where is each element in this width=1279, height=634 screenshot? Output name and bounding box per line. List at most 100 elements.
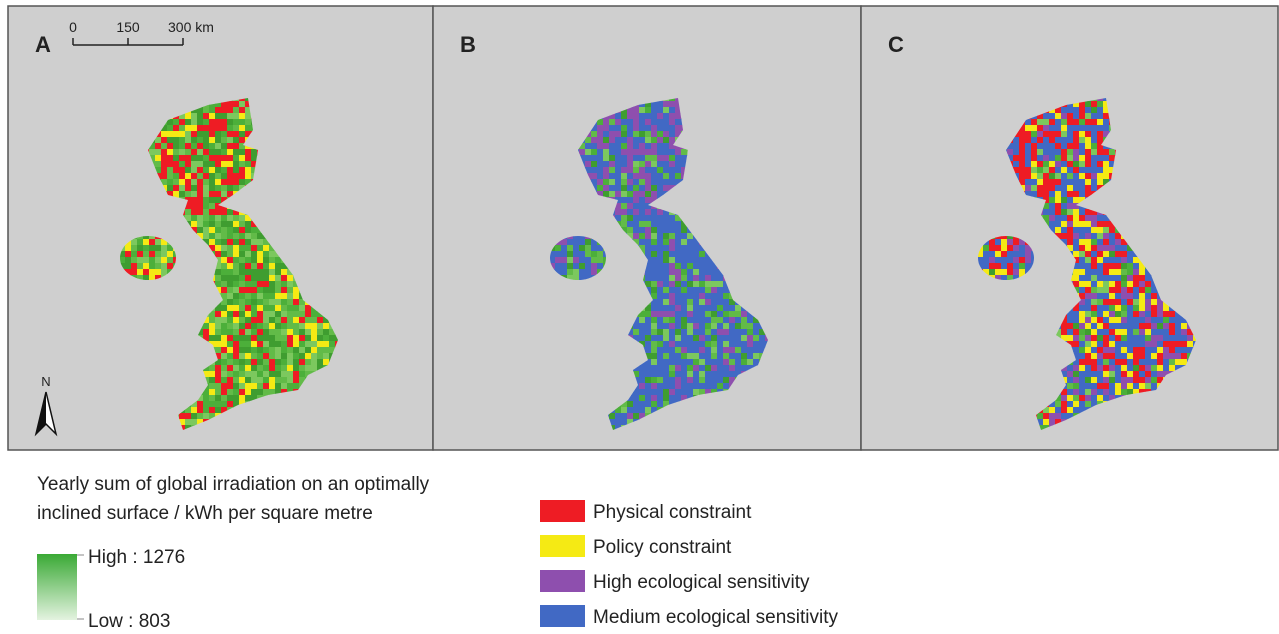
map-cell	[681, 341, 688, 348]
map-cell	[221, 263, 228, 270]
map-cell	[227, 389, 234, 396]
map-cell	[173, 137, 180, 144]
map-cell	[275, 335, 282, 342]
map-cell	[227, 335, 234, 342]
map-cell	[693, 389, 700, 396]
map-cell	[693, 347, 700, 354]
map-cell	[717, 299, 724, 306]
map-cell	[197, 191, 204, 198]
map-cell	[729, 311, 736, 318]
map-cell	[221, 317, 228, 324]
map-cell	[681, 323, 688, 330]
map-cell	[185, 161, 192, 168]
map-cell	[651, 185, 658, 192]
map-cell	[281, 371, 288, 378]
map-cell	[299, 347, 306, 354]
panel-label: B	[460, 32, 476, 57]
map-cell	[1079, 137, 1086, 144]
map-cell	[651, 257, 658, 264]
map-cell	[287, 329, 294, 336]
map-cell	[627, 203, 634, 210]
map-cell	[137, 239, 144, 246]
map-cell	[633, 131, 640, 138]
map-cell	[245, 287, 252, 294]
map-cell	[693, 353, 700, 360]
map-cell	[675, 305, 682, 312]
map-cell	[251, 287, 258, 294]
map-cell	[747, 353, 754, 360]
map-cell	[627, 413, 634, 420]
map-cell	[251, 383, 258, 390]
map-cell	[311, 353, 318, 360]
map-cell	[263, 293, 270, 300]
map-cell	[185, 137, 192, 144]
map-cell	[161, 257, 168, 264]
map-cell	[585, 239, 592, 246]
map-cell	[257, 389, 264, 396]
map-cell	[215, 179, 222, 186]
map-cell	[1025, 149, 1032, 156]
map-cell	[1067, 113, 1074, 120]
map-cell	[669, 347, 676, 354]
map-cell	[209, 149, 216, 156]
map-cell	[687, 371, 694, 378]
map-cell	[209, 323, 216, 330]
map-cell	[747, 329, 754, 336]
map-cell	[651, 179, 658, 186]
map-cell	[591, 131, 598, 138]
map-cell	[1037, 125, 1044, 132]
map-cell	[621, 221, 628, 228]
map-cell	[645, 245, 652, 252]
map-cell	[1037, 143, 1044, 150]
map-cell	[269, 377, 276, 384]
map-cell	[215, 191, 222, 198]
map-cell	[311, 341, 318, 348]
map-cell	[1073, 125, 1080, 132]
map-cell	[675, 269, 682, 276]
map-cell	[687, 269, 694, 276]
map-cell	[275, 371, 282, 378]
map-cell	[615, 413, 622, 420]
map-cell	[305, 317, 312, 324]
map-cell	[179, 413, 186, 420]
map-cell	[705, 323, 712, 330]
map-cell	[591, 257, 598, 264]
map-cell	[281, 329, 288, 336]
map-cell	[621, 179, 628, 186]
map-cell	[233, 263, 240, 270]
map-cell	[305, 347, 312, 354]
map-cell	[209, 389, 216, 396]
map-cell	[639, 155, 646, 162]
map-cell	[633, 323, 640, 330]
map-cell	[669, 311, 676, 318]
map-cell	[657, 221, 664, 228]
map-cell	[567, 269, 574, 276]
map-cell	[639, 203, 646, 210]
map-cell	[245, 233, 252, 240]
map-cell	[663, 137, 670, 144]
map-cell	[669, 239, 676, 246]
map-cell	[1055, 131, 1062, 138]
map-cell	[227, 245, 234, 252]
map-cell	[597, 179, 604, 186]
map-cell	[579, 257, 586, 264]
map-cell	[609, 131, 616, 138]
map-cell	[317, 335, 324, 342]
map-cell	[221, 137, 228, 144]
map-cell	[227, 299, 234, 306]
map-cell	[669, 305, 676, 312]
map-cell	[603, 167, 610, 174]
map-cell	[651, 137, 658, 144]
map-cell	[663, 215, 670, 222]
map-cell	[657, 239, 664, 246]
map-cell	[675, 287, 682, 294]
map-cell	[179, 173, 186, 180]
map-cell	[633, 407, 640, 414]
map-cell	[131, 269, 138, 276]
map-cell	[1031, 137, 1038, 144]
map-cell	[125, 257, 132, 264]
map-cell	[173, 161, 180, 168]
map-cell	[681, 257, 688, 264]
map-cell	[215, 215, 222, 222]
map-cell	[221, 173, 228, 180]
